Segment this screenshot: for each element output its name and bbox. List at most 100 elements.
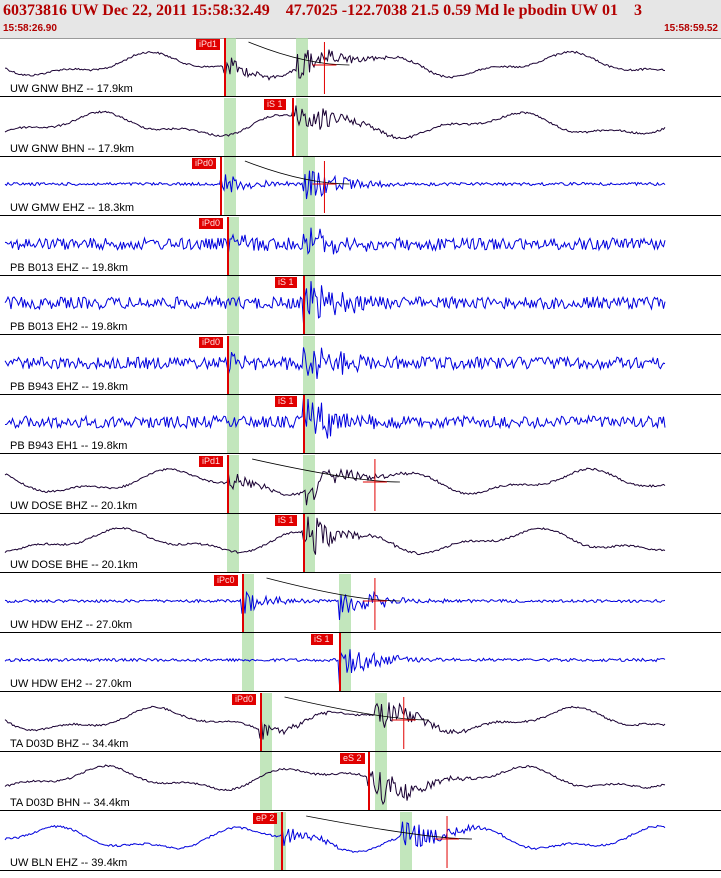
- seismogram-track[interactable]: iPd1 UW DOSE BHZ -- 20.1km: [0, 454, 721, 514]
- phase-pick-label[interactable]: iS 1: [275, 396, 297, 407]
- s-window-band: [339, 573, 351, 632]
- phase-pick-label[interactable]: iS 1: [275, 277, 297, 288]
- phase-pick-line[interactable]: [260, 692, 262, 751]
- s-window-band: [303, 157, 315, 215]
- phase-pick-label[interactable]: eS 2: [340, 753, 365, 764]
- coda-fit-curve: [284, 696, 429, 720]
- seismogram-track[interactable]: iPc0 UW HDW EHZ -- 27.0km: [0, 573, 721, 633]
- phase-pick-label[interactable]: iPd0: [232, 693, 257, 705]
- waveform-trace: [4, 281, 666, 324]
- phase-pick-label[interactable]: iPd1: [196, 39, 221, 50]
- p-window-band: [227, 454, 239, 513]
- phase-pick-line[interactable]: [303, 395, 305, 453]
- phase-pick-line[interactable]: [368, 752, 370, 810]
- phase-pick-line[interactable]: [227, 454, 229, 513]
- waveform-trace: [4, 764, 666, 806]
- seismogram-track[interactable]: iPd1 UW GNW BHZ -- 17.9km: [0, 38, 721, 97]
- channel-label: UW DOSE BHE -- 20.1km: [10, 559, 138, 571]
- seismogram-track[interactable]: iPd0 PB B943 EHZ -- 19.8km: [0, 335, 721, 395]
- waveform-trace: [4, 41, 666, 94]
- p-window-band: [227, 335, 239, 394]
- channel-label: PB B013 EH2 -- 19.8km: [10, 321, 128, 333]
- coda-fit-curve: [248, 41, 350, 66]
- waveform-trace: [4, 104, 666, 139]
- waveform-trace: [4, 160, 666, 213]
- channel-label: UW DOSE BHZ -- 20.1km: [10, 499, 138, 512]
- seismogram-panel[interactable]: iPd1 UW GNW BHZ -- 17.9km iS 1 UW GNW BHN -…: [0, 38, 721, 878]
- s-window-band: [296, 97, 308, 156]
- seismogram-track[interactable]: iS 1 UW HDW EH2 -- 27.0km: [0, 633, 721, 692]
- phase-pick-label[interactable]: iPd0: [199, 336, 224, 348]
- phase-pick-line[interactable]: [292, 97, 294, 156]
- phase-pick-line[interactable]: [224, 38, 226, 96]
- waveform-trace: [4, 458, 666, 511]
- waveform-trace: [4, 649, 666, 686]
- s-window-band: [339, 633, 351, 691]
- s-window-band: [303, 216, 315, 275]
- window-start-time: 15:58:26.90: [3, 23, 57, 34]
- channel-label: UW HDW EH2 -- 27.0km: [10, 678, 132, 690]
- s-window-band: [296, 38, 308, 96]
- phase-pick-label[interactable]: iS 1: [311, 634, 333, 645]
- coda-fit-curve: [252, 458, 400, 482]
- phase-pick-label[interactable]: iS 1: [275, 515, 297, 526]
- channel-label: UW GNW BHZ -- 17.9km: [10, 83, 133, 95]
- channel-label: UW GMW EHZ -- 18.3km: [10, 202, 135, 214]
- channel-label: PB B943 EH1 -- 19.8km: [10, 440, 128, 452]
- title-bar: 60373816 UW Dec 22, 2011 15:58:32.49 47.…: [0, 0, 721, 39]
- s-window-band: [303, 335, 315, 394]
- phase-pick-line[interactable]: [303, 276, 305, 334]
- s-window-band: [375, 752, 387, 810]
- phase-pick-label[interactable]: iPd0: [192, 158, 217, 169]
- phase-pick-label[interactable]: eP 2: [253, 812, 278, 824]
- channel-label: UW HDW EHZ -- 27.0km: [10, 618, 133, 631]
- p-window-band: [274, 811, 286, 870]
- coda-fit-curve: [306, 815, 473, 839]
- channel-label: UW GNW BHN -- 17.9km: [10, 142, 135, 155]
- seismogram-track[interactable]: iPd0 PB B013 EHZ -- 19.8km: [0, 216, 721, 276]
- seismogram-track[interactable]: iS 1 UW DOSE BHE -- 20.1km: [0, 514, 721, 573]
- seismogram-track[interactable]: iS 1 PB B013 EH2 -- 19.8km: [0, 276, 721, 335]
- coda-fit-curve: [266, 577, 400, 601]
- seismogram-track[interactable]: eS 2 TA D03D BHN -- 34.4km: [0, 752, 721, 811]
- phase-pick-line[interactable]: [227, 335, 229, 394]
- waveform-trace: [4, 696, 666, 749]
- waveform-trace: [4, 346, 666, 379]
- seismogram-track[interactable]: iPd0 TA D03D BHZ -- 34.4km: [0, 692, 721, 752]
- waveform-trace: [4, 397, 666, 439]
- phase-pick-label[interactable]: iS 1: [264, 98, 286, 110]
- window-end-time: 15:58:59.52: [664, 23, 718, 34]
- channel-label: TA D03D BHZ -- 34.4km: [10, 737, 129, 750]
- channel-label: PB B943 EHZ -- 19.8km: [10, 380, 128, 393]
- phase-pick-line[interactable]: [220, 157, 222, 215]
- phase-pick-label[interactable]: iPd0: [199, 217, 224, 229]
- p-window-band: [227, 216, 239, 275]
- p-window-band: [242, 633, 254, 691]
- p-window-band: [227, 514, 239, 572]
- waveform-trace: [4, 577, 666, 630]
- phase-pick-line[interactable]: [242, 573, 244, 632]
- channel-label: PB B013 EHZ -- 19.8km: [10, 261, 128, 274]
- event-title: 60373816 UW Dec 22, 2011 15:58:32.49 47.…: [3, 2, 642, 19]
- channel-label: TA D03D BHN -- 34.4km: [10, 797, 130, 809]
- p-window-band: [242, 573, 254, 632]
- channel-label: UW BLN EHZ -- 39.4km: [10, 856, 128, 869]
- seismogram-track[interactable]: iPd0 UW GMW EHZ -- 18.3km: [0, 157, 721, 216]
- phase-pick-line[interactable]: [339, 633, 341, 691]
- p-window-band: [224, 97, 236, 156]
- p-window-band: [224, 157, 236, 215]
- waveform-trace: [4, 815, 666, 868]
- p-window-band: [227, 276, 239, 334]
- seismogram-track[interactable]: iS 1 PB B943 EH1 -- 19.8km: [0, 395, 721, 454]
- phase-pick-label[interactable]: iPd1: [199, 455, 224, 467]
- coda-fit-curve: [244, 160, 350, 185]
- phase-pick-line[interactable]: [303, 514, 305, 572]
- phase-pick-line[interactable]: [281, 811, 283, 870]
- seismogram-track[interactable]: iS 1 UW GNW BHN -- 17.9km: [0, 97, 721, 157]
- phase-pick-label[interactable]: iPc0: [214, 574, 238, 586]
- p-window-band: [260, 752, 272, 810]
- phase-pick-line[interactable]: [227, 216, 229, 275]
- seismogram-track[interactable]: eP 2 UW BLN EHZ -- 39.4km: [0, 811, 721, 871]
- s-window-band: [303, 514, 315, 572]
- p-window-band: [224, 38, 236, 96]
